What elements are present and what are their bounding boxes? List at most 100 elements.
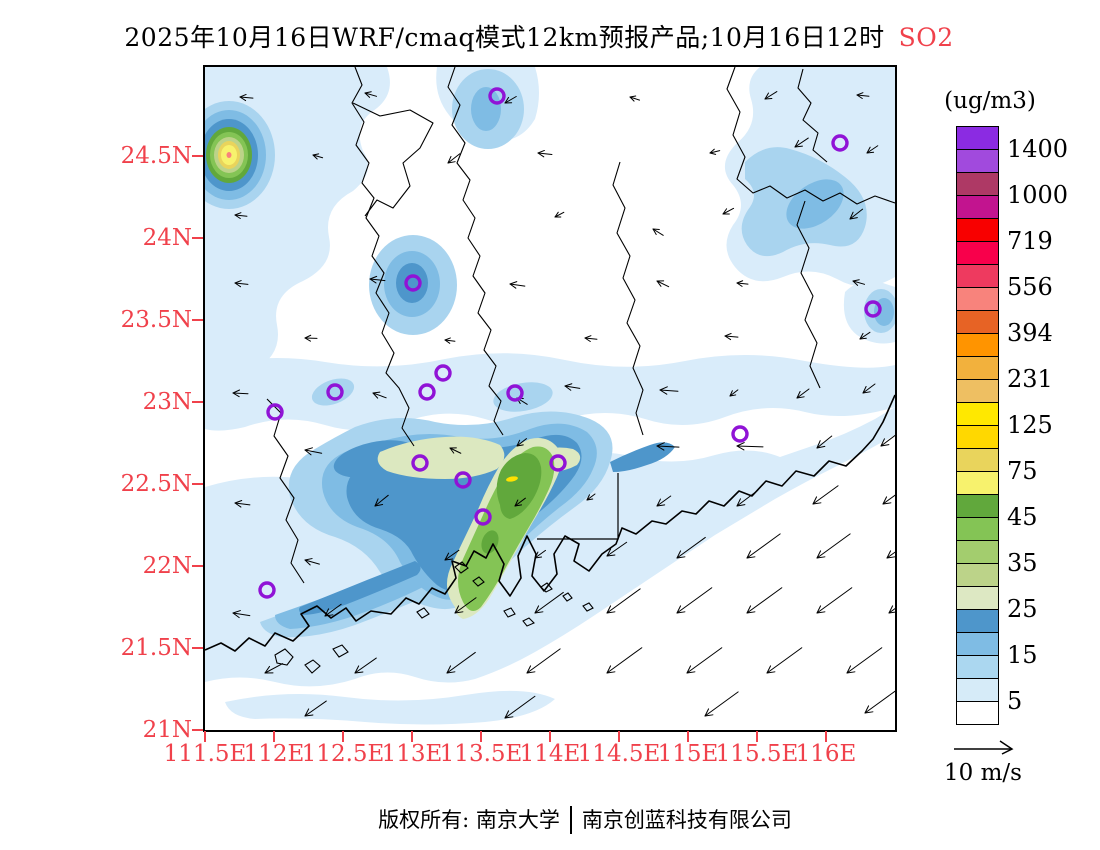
colorbar-cell [956, 632, 999, 656]
station-marker [418, 383, 436, 401]
lat-tick-label: 22.5N [120, 471, 192, 497]
colorbar-cell [956, 609, 999, 633]
lon-tick-mark [549, 731, 551, 742]
lon-tick-label: 115E [657, 741, 719, 767]
lat-tick-mark [192, 237, 203, 239]
colorbar-tick-label: 231 [1007, 365, 1053, 393]
lat-tick-mark [192, 401, 203, 403]
colorbar-cell [956, 172, 999, 196]
lat-tick-label: 23.5N [120, 307, 192, 333]
station-marker [266, 403, 284, 421]
lon-tick-label: 112E [243, 741, 305, 767]
station-marker-layer [258, 87, 882, 599]
colorbar-cell [956, 195, 999, 219]
station-marker [488, 87, 506, 105]
station-marker [404, 274, 422, 292]
lon-tick-label: 112.5E [301, 741, 385, 767]
lat-tick-label: 24.5N [120, 143, 192, 169]
station-marker [864, 300, 882, 318]
station-marker [731, 425, 749, 443]
colorbar-tick-label: 5 [1007, 687, 1023, 715]
station-marker [831, 134, 849, 152]
colorbar-tick-label: 75 [1007, 457, 1038, 485]
colorbar-cell [956, 448, 999, 472]
lon-tick-label: 113E [381, 741, 443, 767]
lon-tick-mark [825, 731, 827, 742]
colorbar-cell [956, 264, 999, 288]
colorbar-cell [956, 149, 999, 173]
station-marker [506, 384, 524, 402]
colorbar-cell [956, 517, 999, 541]
station-marker [434, 364, 452, 382]
lon-tick-mark [480, 731, 482, 742]
lon-tick-label: 111.5E [163, 741, 247, 767]
lon-tick-mark [411, 731, 413, 742]
colorbar-tick-label: 719 [1007, 227, 1053, 255]
lat-tick-mark [192, 483, 203, 485]
colorbar-cell [956, 655, 999, 679]
colorbar-cell [956, 678, 999, 702]
footer-left: 版权所有: 南京大学 [378, 808, 560, 832]
map-frame [203, 65, 897, 732]
colorbar-cell [956, 540, 999, 564]
colorbar-tick-label: 35 [1007, 549, 1038, 577]
lon-tick-label: 113.5E [439, 741, 523, 767]
colorbar-cell [956, 333, 999, 357]
lon-tick-label: 116E [795, 741, 857, 767]
coastline-layer [205, 394, 895, 652]
lat-tick-label: 22N [142, 553, 192, 579]
lon-tick-mark [204, 731, 206, 742]
wind-scale-label: 10 m/s [944, 760, 1022, 786]
colorbar-cell [956, 356, 999, 380]
colorbar-units-label: (ug/m3) [944, 88, 1036, 114]
station-marker [411, 454, 429, 472]
station-marker [454, 471, 472, 489]
lon-tick-label: 115.5E [715, 741, 799, 767]
lon-tick-mark [342, 731, 344, 742]
colorbar-tick-label: 45 [1007, 503, 1038, 531]
lat-tick-label: 24N [142, 225, 192, 251]
lon-tick-mark [756, 731, 758, 742]
colorbar-cell [956, 126, 999, 150]
lon-tick-label: 114.5E [577, 741, 661, 767]
lat-tick-mark [192, 565, 203, 567]
title-pollutant: SO2 [898, 23, 954, 52]
colorbar-tick-label: 1400 [1007, 135, 1069, 163]
region-box [537, 473, 619, 540]
colorbar-cell [956, 241, 999, 265]
lat-tick-label: 21N [142, 717, 192, 743]
lat-tick-mark [192, 729, 203, 731]
colorbar-cell [956, 701, 999, 725]
colorbar-cell [956, 563, 999, 587]
lon-tick-mark [273, 731, 275, 742]
lat-tick-mark [192, 155, 203, 157]
colorbar-cell [956, 586, 999, 610]
station-marker [326, 383, 344, 401]
footer-divider-bar [569, 805, 572, 834]
colorbar-tick-label: 15 [1007, 641, 1038, 669]
colorbar-tick-label: 125 [1007, 411, 1053, 439]
footer-credit: 版权所有: 南京大学 南京创蓝科技有限公司 [0, 804, 1100, 838]
colorbar-cell [956, 287, 999, 311]
province-border-layer [266, 67, 895, 584]
colorbar-tick-label: 1000 [1007, 181, 1069, 209]
lat-tick-mark [192, 647, 203, 649]
colorbar-cell [956, 494, 999, 518]
station-marker [474, 508, 492, 526]
colorbar-cell [956, 218, 999, 242]
colorbar-cell [956, 379, 999, 403]
title-text: 2025年10月16日WRF/cmaq模式12km预报产品;10月16日12时 [124, 23, 885, 52]
lat-tick-mark [192, 319, 203, 321]
colorbar-cell [956, 425, 999, 449]
page-title: 2025年10月16日WRF/cmaq模式12km预报产品;10月16日12时 S… [0, 18, 1078, 54]
lon-tick-label: 114E [519, 741, 581, 767]
colorbar-tick-label: 394 [1007, 319, 1053, 347]
footer-right: 南京创蓝科技有限公司 [581, 808, 792, 832]
wind-scale-arrow [950, 738, 1020, 760]
colorbar-tick-label: 556 [1007, 273, 1053, 301]
colorbar-cell [956, 310, 999, 334]
map-canvas [205, 67, 895, 725]
concentration-fill-layer [205, 67, 895, 725]
wind-arrow-layer [232, 91, 895, 719]
